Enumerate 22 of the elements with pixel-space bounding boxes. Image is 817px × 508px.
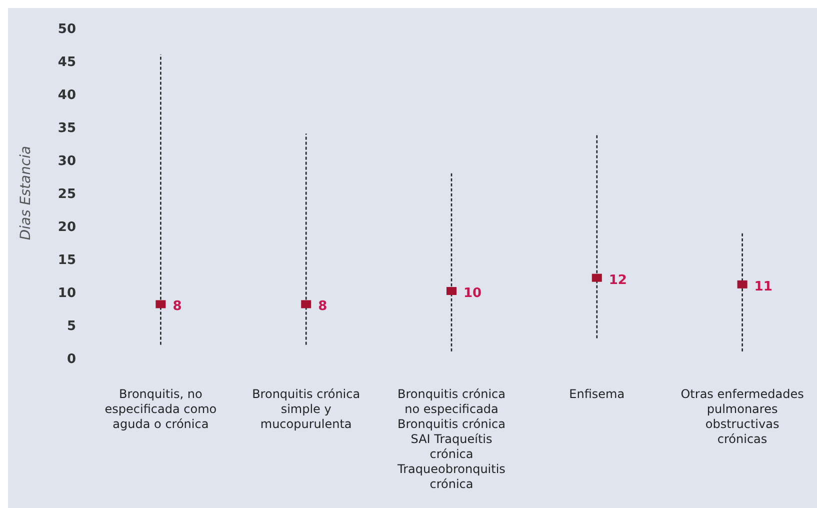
x-tick-label: Enfisema bbox=[569, 387, 625, 401]
y-tick-label: 25 bbox=[58, 187, 76, 202]
data-label: 12 bbox=[608, 272, 627, 288]
y-tick-label: 0 bbox=[66, 352, 76, 367]
x-tick-label: Bronquitis, no especificada como aguda o crónica bbox=[104, 387, 217, 431]
y-tick-label: 35 bbox=[58, 121, 76, 136]
y-tick-label: 15 bbox=[58, 253, 76, 268]
x-tick-label: Otras enfermedades pulmonares obstructivas crónicas bbox=[680, 387, 804, 446]
x-tick-label: Bronquitis crónica simple y mucopurulenta bbox=[252, 387, 360, 431]
data-label: 11 bbox=[754, 279, 772, 294]
data-label: 8 bbox=[172, 299, 182, 314]
data-label: 8 bbox=[318, 299, 328, 314]
y-tick-label: 10 bbox=[58, 286, 76, 301]
y-axis-title: Dias Estancia bbox=[18, 146, 34, 240]
y-tick-label: 20 bbox=[58, 220, 76, 235]
y-tick-label: 50 bbox=[58, 22, 76, 37]
y-tick-label: 45 bbox=[58, 55, 76, 70]
x-tick-label: Bronquitis crónica no especificada Bronquitis crónica SAI Traqueítis crónica Traqueobronquitis crónica bbox=[396, 387, 506, 491]
y-tick-label: 40 bbox=[58, 88, 76, 103]
y-tick-label: 5 bbox=[66, 319, 76, 334]
data-label: 10 bbox=[464, 286, 482, 301]
y-tick-label: 30 bbox=[58, 154, 76, 169]
